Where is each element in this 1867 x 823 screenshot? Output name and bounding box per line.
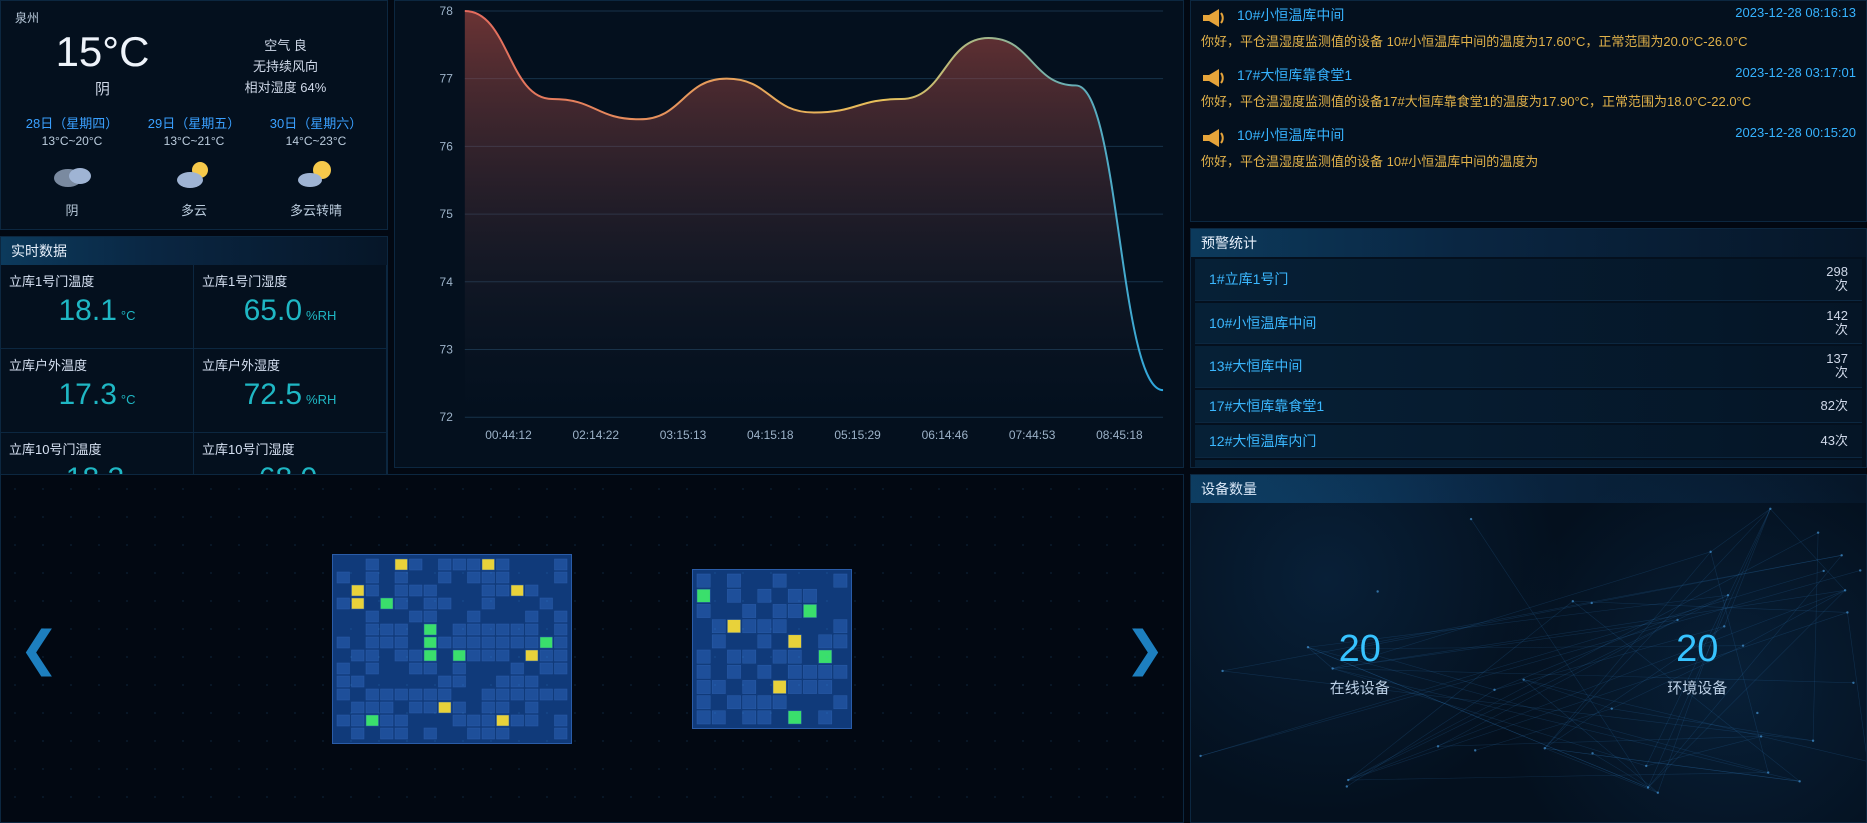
svg-text:73: 73 bbox=[440, 342, 454, 356]
forecast-date: 28日（星期四） bbox=[26, 113, 118, 132]
alert-item[interactable]: 10#小恒温库中间2023-12-28 08:16:13 你好，平仓温湿度监测值的… bbox=[1191, 1, 1866, 61]
alert-item[interactable]: 17#大恒库靠食堂12023-12-28 03:17:01 你好，平仓温湿度监测值… bbox=[1191, 61, 1866, 121]
alert-time: 2023-12-28 03:17:01 bbox=[1735, 65, 1856, 80]
stat-name: 17#大恒库靠食堂1 bbox=[1209, 396, 1324, 416]
carousel-prev[interactable]: ❮ bbox=[19, 621, 59, 677]
svg-text:05:15:29: 05:15:29 bbox=[834, 428, 881, 442]
stats-header: 预警统计 bbox=[1191, 229, 1866, 257]
svg-text:74: 74 bbox=[440, 275, 454, 289]
carousel-next[interactable]: ❯ bbox=[1125, 621, 1165, 677]
forecast-cond: 多云 bbox=[148, 200, 240, 219]
alert-time: 2023-12-28 08:16:13 bbox=[1735, 5, 1856, 20]
forecast-cond: 多云转晴 bbox=[270, 200, 362, 219]
stat-count: 137 次 bbox=[1826, 352, 1848, 381]
rt-value: 17.3°C bbox=[9, 378, 185, 412]
alert-body: 你好，平仓温湿度监测值的设备 10#小恒温库中间的温度为17.60°C，正常范围… bbox=[1201, 33, 1856, 52]
stat-row[interactable]: 1#立库1号门 298 次 bbox=[1195, 259, 1862, 301]
rt-label: 立库10号门温度 bbox=[9, 439, 185, 458]
online-label: 在线设备 bbox=[1330, 677, 1390, 698]
stat-row[interactable]: 12#大恒温库内门 43次 bbox=[1195, 425, 1862, 458]
svg-text:77: 77 bbox=[440, 72, 454, 86]
svg-text:07:44:53: 07:44:53 bbox=[1009, 428, 1056, 442]
rt-value: 65.0%RH bbox=[202, 294, 378, 328]
alert-time: 2023-12-28 00:15:20 bbox=[1735, 125, 1856, 140]
air-quality: 空气 良 bbox=[194, 36, 377, 57]
svg-text:06:14:46: 06:14:46 bbox=[922, 428, 969, 442]
device-count-panel: 设备数量 20 在线设备 20 环境设备 bbox=[1190, 474, 1867, 823]
svg-text:00:44:12: 00:44:12 bbox=[485, 428, 532, 442]
forecast-range: 13°C~20°C bbox=[26, 134, 118, 148]
rt-label: 立库户外温度 bbox=[9, 355, 185, 374]
floorplan-carousel: ❮ ❯ bbox=[0, 474, 1184, 823]
floorplan-thumb-1[interactable] bbox=[332, 554, 572, 744]
online-count: 20 bbox=[1330, 628, 1390, 671]
rt-label: 立库10号门湿度 bbox=[202, 439, 378, 458]
rt-label: 立库1号门温度 bbox=[9, 271, 185, 290]
svg-text:76: 76 bbox=[440, 139, 454, 153]
realtime-cell: 立库户外温度 17.3°C bbox=[1, 349, 194, 433]
stat-row[interactable]: 10#小恒温库中间 142 次 bbox=[1195, 303, 1862, 345]
env-count: 20 bbox=[1667, 628, 1727, 671]
alert-item[interactable]: 10#小恒温库中间2023-12-28 00:15:20 你好，平仓温湿度监测值的… bbox=[1191, 121, 1866, 181]
horn-icon bbox=[1201, 127, 1227, 149]
location: 泉州 bbox=[11, 9, 377, 26]
weather-panel: 泉州 15°C 阴 空气 良 无持续风向 相对湿度 64% 28日（星期四） 13… bbox=[0, 0, 388, 230]
alert-feed: 10#小恒温库中间2023-12-28 08:16:13你好，平仓温湿度监测值的… bbox=[1190, 0, 1867, 222]
svg-text:04:15:18: 04:15:18 bbox=[747, 428, 794, 442]
weather-icon bbox=[294, 156, 338, 192]
stat-name: 1#立库1号门 bbox=[1209, 269, 1288, 289]
wind: 无持续风向 bbox=[194, 57, 377, 78]
horn-icon bbox=[1201, 67, 1227, 89]
rt-label: 立库户外湿度 bbox=[202, 355, 378, 374]
alert-title: 10#小恒温库中间 bbox=[1237, 5, 1735, 25]
rt-value: 72.5%RH bbox=[202, 378, 378, 412]
alert-body: 你好，平仓温湿度监测值的设备17#大恒库靠食堂1的温度为17.90°C，正常范围… bbox=[1201, 93, 1856, 112]
realtime-cell: 立库1号门湿度 65.0%RH bbox=[194, 265, 387, 349]
stat-count: 43次 bbox=[1821, 434, 1848, 448]
forecast-range: 14°C~23°C bbox=[270, 134, 362, 148]
realtime-cell: 立库户外湿度 72.5%RH bbox=[194, 349, 387, 433]
alert-title: 10#小恒温库中间 bbox=[1237, 125, 1735, 145]
humidity: 相对湿度 64% bbox=[194, 78, 377, 99]
stat-name: 10#大恒库中侧1 bbox=[1209, 466, 1310, 467]
svg-text:75: 75 bbox=[440, 207, 454, 221]
floorplan-thumb-2[interactable] bbox=[692, 569, 852, 729]
stats-panel: 预警统计 1#立库1号门298 次10#小恒温库中间142 次13#大恒库中间1… bbox=[1190, 228, 1867, 468]
stat-count: 298 次 bbox=[1826, 265, 1848, 294]
current-condition: 阴 bbox=[11, 78, 194, 99]
realtime-header: 实时数据 bbox=[1, 237, 387, 265]
current-temp: 15°C bbox=[11, 28, 194, 76]
rt-label: 立库1号门湿度 bbox=[202, 271, 378, 290]
stat-row[interactable]: 17#大恒库靠食堂1 82次 bbox=[1195, 390, 1862, 423]
forecast-date: 30日（星期六） bbox=[270, 113, 362, 132]
stat-count: 82次 bbox=[1821, 399, 1848, 413]
forecast-range: 13°C~21°C bbox=[148, 134, 240, 148]
svg-text:78: 78 bbox=[440, 4, 454, 18]
weather-icon bbox=[50, 156, 94, 192]
svg-text:03:15:13: 03:15:13 bbox=[660, 428, 707, 442]
stat-name: 12#大恒温库内门 bbox=[1209, 431, 1316, 451]
forecast-date: 29日（星期五） bbox=[148, 113, 240, 132]
weather-icon bbox=[172, 156, 216, 192]
rt-value: 18.1°C bbox=[9, 294, 185, 328]
stat-row[interactable]: 13#大恒库中间 137 次 bbox=[1195, 346, 1862, 388]
stat-name: 13#大恒库中间 bbox=[1209, 356, 1302, 376]
forecast-cond: 阴 bbox=[26, 200, 118, 219]
chart-panel: 72 73 74 75 76 77 78 00:44:12 02:14:22 03:15:13 04… bbox=[394, 0, 1184, 468]
realtime-cell: 立库1号门温度 18.1°C bbox=[1, 265, 194, 349]
alert-title: 17#大恒库靠食堂1 bbox=[1237, 65, 1735, 85]
horn-icon bbox=[1201, 7, 1227, 29]
stat-name: 10#小恒温库中间 bbox=[1209, 313, 1316, 333]
stat-count: 142 次 bbox=[1826, 309, 1848, 338]
alert-body: 你好，平仓温湿度监测值的设备 10#小恒温库中间的温度为 bbox=[1201, 153, 1856, 172]
stat-row[interactable]: 10#大恒库中侧120次 bbox=[1195, 460, 1862, 467]
svg-text:72: 72 bbox=[440, 410, 454, 424]
svg-text:08:45:18: 08:45:18 bbox=[1096, 428, 1143, 442]
svg-text:02:14:22: 02:14:22 bbox=[572, 428, 619, 442]
env-label: 环境设备 bbox=[1667, 677, 1727, 698]
